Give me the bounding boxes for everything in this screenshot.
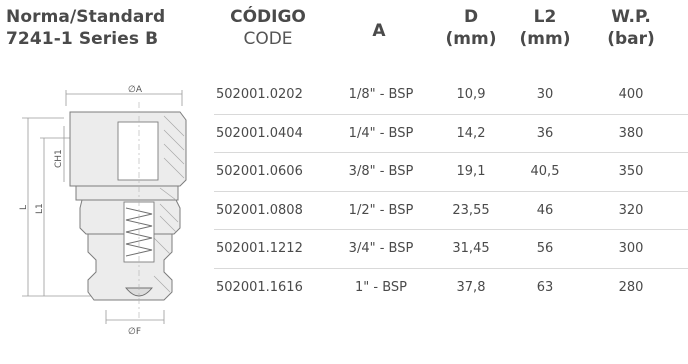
cell-l2: 36: [536, 125, 554, 141]
cell-code: 502001.0808: [216, 202, 303, 218]
cell-wp: 300: [618, 241, 644, 257]
drawing-label-dia-f: ∅F: [128, 327, 141, 337]
cell-code: 502001.1616: [216, 279, 303, 295]
standard-title-line2: 7241-1 Series B: [6, 29, 159, 49]
cell-code: 502001.1212: [216, 241, 303, 257]
header-a: A: [330, 20, 428, 42]
cell-a: 1/2" - BSP: [348, 202, 414, 218]
row-divider: [214, 113, 688, 115]
cell-code: 502001.0606: [216, 164, 303, 180]
standard-title: Norma/Standard 7241-1 Series B: [6, 6, 165, 50]
cell-l2: 40,5: [530, 164, 560, 180]
cell-wp: 400: [618, 87, 644, 102]
cell-d: 37,8: [456, 279, 486, 295]
table-row: 502001.1212 3/4" - BSP 31,45 56 300: [214, 230, 688, 269]
header-wp-unit: (bar): [607, 29, 655, 49]
header-code-en: CODE: [243, 29, 293, 49]
drawing-label-l1: L1: [35, 203, 45, 214]
header-l2-unit: (mm): [519, 29, 571, 49]
standard-title-line1: Norma/Standard: [6, 7, 166, 27]
table-row: 502001.1616 1" - BSP 37,8 63 280: [214, 269, 688, 308]
header-code-es: CÓDIGO: [230, 7, 306, 27]
header-d: D (mm): [436, 6, 506, 50]
cell-l2: 63: [536, 279, 554, 295]
cell-l2: 46: [536, 202, 554, 218]
header-wp: W.P. (bar): [590, 6, 672, 50]
table-row: 502001.0202 1/8" - BSP 10,9 30 400: [214, 76, 688, 115]
cell-wp: 320: [618, 202, 644, 218]
header-d-unit: (mm): [445, 29, 497, 49]
cell-l2: 30: [536, 87, 554, 102]
header-wp-label: W.P.: [611, 7, 651, 27]
cell-d: 19,1: [456, 164, 486, 180]
cell-code: 502001.0404: [216, 125, 303, 141]
row-divider: [214, 267, 688, 269]
header-l2: L2 (mm): [512, 6, 578, 50]
cell-d: 31,45: [452, 241, 490, 257]
spec-table: 502001.0202 1/8" - BSP 10,9 30 400 502001.040…: [214, 76, 688, 308]
drawing-label-ch1: CH1: [54, 149, 64, 168]
cell-a: 1" - BSP: [355, 279, 407, 295]
header-d-label: D: [463, 7, 479, 27]
cell-wp: 350: [618, 164, 644, 180]
cell-wp: 280: [618, 279, 644, 295]
cell-code: 502001.0202: [216, 87, 303, 102]
row-divider: [214, 190, 688, 192]
header-a-label: A: [372, 21, 386, 41]
row-divider: [214, 229, 688, 231]
cell-d: 14,2: [456, 125, 486, 141]
cell-l2: 56: [536, 241, 554, 257]
drawing-label-dia-a: ∅A: [128, 85, 143, 95]
cell-wp: 380: [618, 125, 644, 141]
cell-d: 23,55: [452, 202, 490, 218]
table-row: 502001.0808 1/2" - BSP 23,55 46 320: [214, 192, 688, 231]
row-divider: [214, 152, 688, 154]
table-row: 502001.0606 3/8" - BSP 19,1 40,5 350: [214, 153, 688, 192]
table-row: 502001.0404 1/4" - BSP 14,2 36 380: [214, 115, 688, 154]
header-l2-label: L2: [533, 7, 557, 27]
cell-d: 10,9: [456, 87, 486, 102]
drawing-label-l: L: [19, 205, 29, 210]
coupling-drawing: ∅A ∅F CH1 L1 L: [19, 85, 187, 337]
cell-a: 1/4" - BSP: [348, 125, 414, 141]
cell-a: 1/8" - BSP: [348, 87, 414, 102]
header-code: CÓDIGO CODE: [212, 6, 324, 50]
cell-a: 3/8" - BSP: [348, 164, 414, 180]
cell-a: 3/4" - BSP: [348, 241, 414, 257]
